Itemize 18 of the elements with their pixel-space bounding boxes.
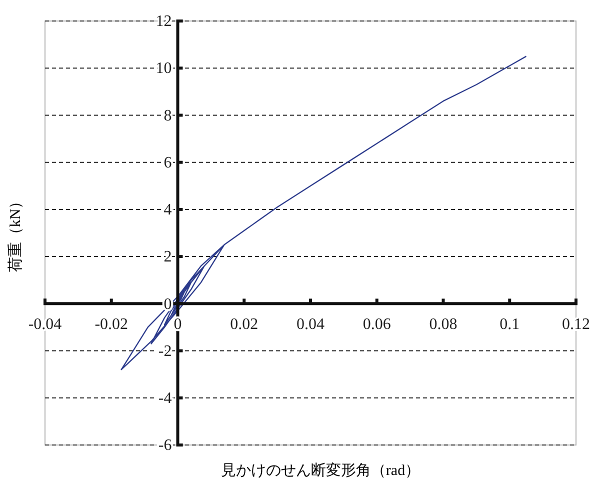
y-tick-label: 2 (164, 248, 172, 266)
x-tick-label: 0.04 (296, 316, 324, 334)
y-tick-label: 12 (156, 13, 172, 30)
x-tick-label: 0.12 (562, 316, 590, 334)
x-tick-label: -0.02 (94, 316, 128, 334)
y-tick-label: 6 (164, 154, 172, 172)
y-tick-label: -6 (158, 437, 172, 454)
y-tick-label: 10 (156, 60, 172, 78)
y-tick-label: -4 (158, 390, 172, 408)
y-tick-label: 0 (164, 296, 172, 313)
y-tick-label: -2 (158, 342, 172, 360)
x-tick-label: 0.08 (429, 316, 458, 334)
x-axis-title: 見かけのせん断変形角（rad） (220, 462, 420, 479)
y-axis-title: 荷重（kN） (7, 194, 24, 272)
x-tick-label: 0.1 (500, 316, 520, 334)
x-tick-label: 0.06 (362, 316, 391, 334)
x-tick-label: -0.04 (28, 316, 62, 334)
x-tick-label: 0.02 (230, 316, 258, 334)
